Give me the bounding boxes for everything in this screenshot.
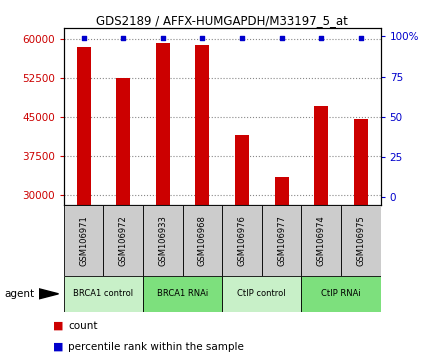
Text: GSM106971: GSM106971 [79, 215, 88, 266]
Text: count: count [68, 321, 98, 331]
Text: CtIP RNAi: CtIP RNAi [321, 289, 361, 298]
Point [357, 35, 364, 41]
Bar [222, 276, 301, 312]
Bar [195, 45, 209, 351]
Text: ■: ■ [53, 321, 63, 331]
Point [159, 35, 166, 41]
Bar [103, 205, 143, 276]
Text: BRCA1 RNAi: BRCA1 RNAi [157, 289, 208, 298]
Text: CtIP control: CtIP control [238, 289, 286, 298]
Bar [262, 205, 301, 276]
Text: GSM106972: GSM106972 [119, 215, 128, 266]
Bar [143, 205, 183, 276]
Bar [143, 276, 222, 312]
Text: GSM106974: GSM106974 [317, 215, 326, 266]
Text: agent: agent [4, 289, 34, 299]
Text: GSM106977: GSM106977 [277, 215, 286, 266]
Bar [275, 177, 289, 351]
Text: GSM106933: GSM106933 [158, 215, 167, 266]
Text: GSM106968: GSM106968 [198, 215, 207, 266]
Text: percentile rank within the sample: percentile rank within the sample [68, 342, 244, 352]
Bar [314, 107, 328, 351]
Bar [354, 119, 368, 351]
Bar [235, 135, 249, 351]
Bar [301, 276, 381, 312]
Text: GSM106975: GSM106975 [356, 215, 365, 266]
Point [80, 35, 87, 41]
Text: GSM106976: GSM106976 [238, 215, 246, 266]
Bar [116, 78, 130, 351]
Text: BRCA1 control: BRCA1 control [73, 289, 133, 298]
Bar [222, 205, 262, 276]
Text: ■: ■ [53, 342, 63, 352]
Bar [183, 205, 222, 276]
Polygon shape [39, 289, 59, 299]
Point [199, 35, 206, 41]
Bar [77, 46, 91, 351]
Bar [301, 205, 341, 276]
Bar [156, 43, 170, 351]
Point [278, 35, 285, 41]
Title: GDS2189 / AFFX-HUMGAPDH/M33197_5_at: GDS2189 / AFFX-HUMGAPDH/M33197_5_at [96, 14, 348, 27]
Point [120, 35, 127, 41]
Bar [64, 205, 103, 276]
Bar [64, 276, 143, 312]
Point [318, 35, 325, 41]
Point [238, 35, 246, 41]
Bar [341, 205, 381, 276]
